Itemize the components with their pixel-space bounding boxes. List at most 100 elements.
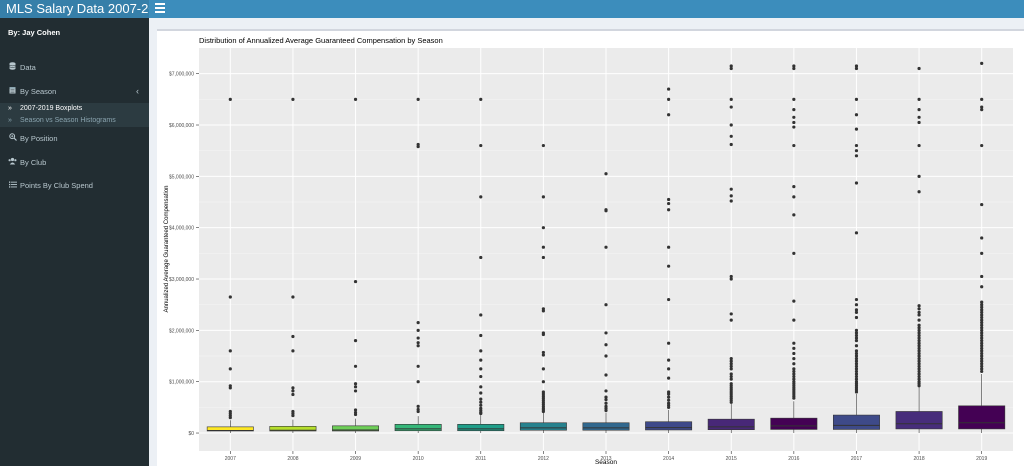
outlier-point bbox=[854, 328, 859, 332]
outlier-point bbox=[980, 318, 984, 322]
outlier-point bbox=[667, 392, 671, 396]
outlier-point bbox=[729, 372, 733, 376]
outlier-point bbox=[917, 310, 921, 314]
outlier-point bbox=[541, 143, 545, 148]
outlier-point bbox=[479, 400, 483, 404]
sidebar-item-by-season[interactable]: By Season ‹ bbox=[0, 80, 149, 104]
sidebar-item-points-by-club-spend[interactable]: Points By Club Spend bbox=[0, 174, 149, 198]
outlier-point bbox=[604, 245, 608, 249]
outlier-point bbox=[729, 134, 733, 138]
outlier-point bbox=[667, 201, 671, 206]
box-group bbox=[895, 66, 943, 434]
list-icon bbox=[8, 175, 17, 199]
x-tick-label: 2010 bbox=[413, 456, 424, 462]
outlier-point bbox=[980, 305, 984, 309]
outlier-point bbox=[980, 285, 984, 289]
outlier-point bbox=[353, 279, 358, 284]
outlier-point bbox=[228, 386, 232, 390]
outlier-point bbox=[729, 362, 733, 366]
outlier-point bbox=[917, 66, 921, 71]
y-tick-label: $5,000,000 bbox=[169, 174, 194, 180]
outlier-point bbox=[980, 364, 984, 368]
outlier-point bbox=[729, 97, 733, 101]
outlier-point bbox=[980, 339, 984, 343]
outlier-point bbox=[604, 331, 608, 335]
sidebar-item-by-position[interactable]: By Position bbox=[0, 127, 149, 151]
outlier-point bbox=[917, 367, 921, 371]
outlier-point bbox=[729, 66, 733, 71]
sidebar-item-by-club[interactable]: By Club bbox=[0, 151, 149, 175]
outlier-point bbox=[917, 304, 921, 308]
sidebar-author: By: Jay Cohen bbox=[8, 28, 61, 37]
outlier-point bbox=[854, 66, 859, 71]
outlier-point bbox=[541, 255, 545, 260]
sidebar-toggle-icon[interactable] bbox=[155, 3, 165, 14]
sidebar-item-data[interactable]: Data bbox=[0, 56, 149, 80]
outlier-point bbox=[667, 197, 671, 202]
box bbox=[332, 425, 380, 432]
x-tick-label: 2008 bbox=[287, 456, 298, 462]
outlier-point bbox=[792, 120, 796, 125]
outlier-point bbox=[479, 403, 483, 407]
box-group bbox=[582, 172, 630, 434]
outlier-point bbox=[917, 323, 921, 327]
outlier-point bbox=[792, 356, 796, 361]
app-title[interactable]: MLS Salary Data 2007-2019 bbox=[0, 0, 149, 18]
outlier-point bbox=[729, 377, 733, 381]
outlier-point bbox=[792, 185, 796, 189]
sidebar-item-label: By Season bbox=[20, 86, 57, 96]
outlier-point bbox=[854, 369, 859, 374]
outlier-point bbox=[854, 339, 859, 343]
outlier-point bbox=[792, 341, 796, 345]
outlier-point bbox=[792, 362, 796, 366]
outlier-point bbox=[980, 359, 984, 363]
outlier-point bbox=[479, 143, 483, 148]
x-tick-label: 2017 bbox=[851, 456, 862, 462]
outlier-point bbox=[917, 351, 921, 356]
outlier-point bbox=[291, 97, 295, 101]
sidebar-subitem-histograms[interactable]: » Season vs Season Histograms bbox=[0, 115, 149, 127]
x-tick-label: 2011 bbox=[475, 456, 486, 462]
outlier-point bbox=[980, 356, 984, 361]
outlier-point bbox=[980, 105, 984, 109]
outlier-point bbox=[917, 143, 921, 148]
outlier-point bbox=[792, 369, 796, 374]
outlier-point bbox=[980, 369, 984, 374]
outlier-point bbox=[291, 392, 295, 397]
top-header: MLS Salary Data 2007-2019 bbox=[0, 0, 1024, 18]
x-tick-label: 2012 bbox=[538, 456, 549, 462]
box-group bbox=[457, 97, 505, 434]
outlier-point bbox=[291, 389, 295, 393]
outlier-point bbox=[917, 97, 921, 101]
outlier-point bbox=[792, 143, 796, 148]
outlier-point bbox=[854, 149, 859, 153]
outlier-point bbox=[729, 356, 733, 361]
sidebar-subitem-boxplots[interactable]: » 2007-2019 Boxplots bbox=[0, 103, 149, 115]
box bbox=[206, 426, 254, 432]
box bbox=[582, 422, 630, 431]
outlier-point bbox=[541, 409, 545, 414]
box-group bbox=[519, 143, 567, 434]
outlier-point bbox=[980, 323, 984, 327]
outlier-point bbox=[479, 349, 483, 353]
outlier-point bbox=[792, 66, 796, 71]
outlier-point bbox=[416, 341, 420, 345]
outlier-point bbox=[792, 125, 796, 129]
outlier-point bbox=[228, 416, 232, 420]
box-group bbox=[394, 97, 442, 434]
outlier-point bbox=[792, 396, 796, 400]
outlier-point bbox=[729, 274, 733, 279]
sidebar-subitem-label: Season vs Season Histograms bbox=[20, 117, 116, 124]
outlier-point bbox=[980, 61, 984, 66]
outlier-point bbox=[917, 326, 921, 330]
outlier-point bbox=[667, 264, 671, 268]
outlier-point bbox=[604, 209, 608, 213]
box-group bbox=[770, 64, 818, 434]
navbar bbox=[149, 0, 1024, 18]
outlier-point bbox=[667, 367, 671, 371]
outlier-point bbox=[980, 341, 984, 345]
sidebar-item-label: Points By Club Spend bbox=[20, 181, 93, 190]
x-tick-label: 2018 bbox=[914, 456, 925, 462]
outlier-point bbox=[541, 350, 545, 355]
outlier-point bbox=[917, 341, 921, 345]
